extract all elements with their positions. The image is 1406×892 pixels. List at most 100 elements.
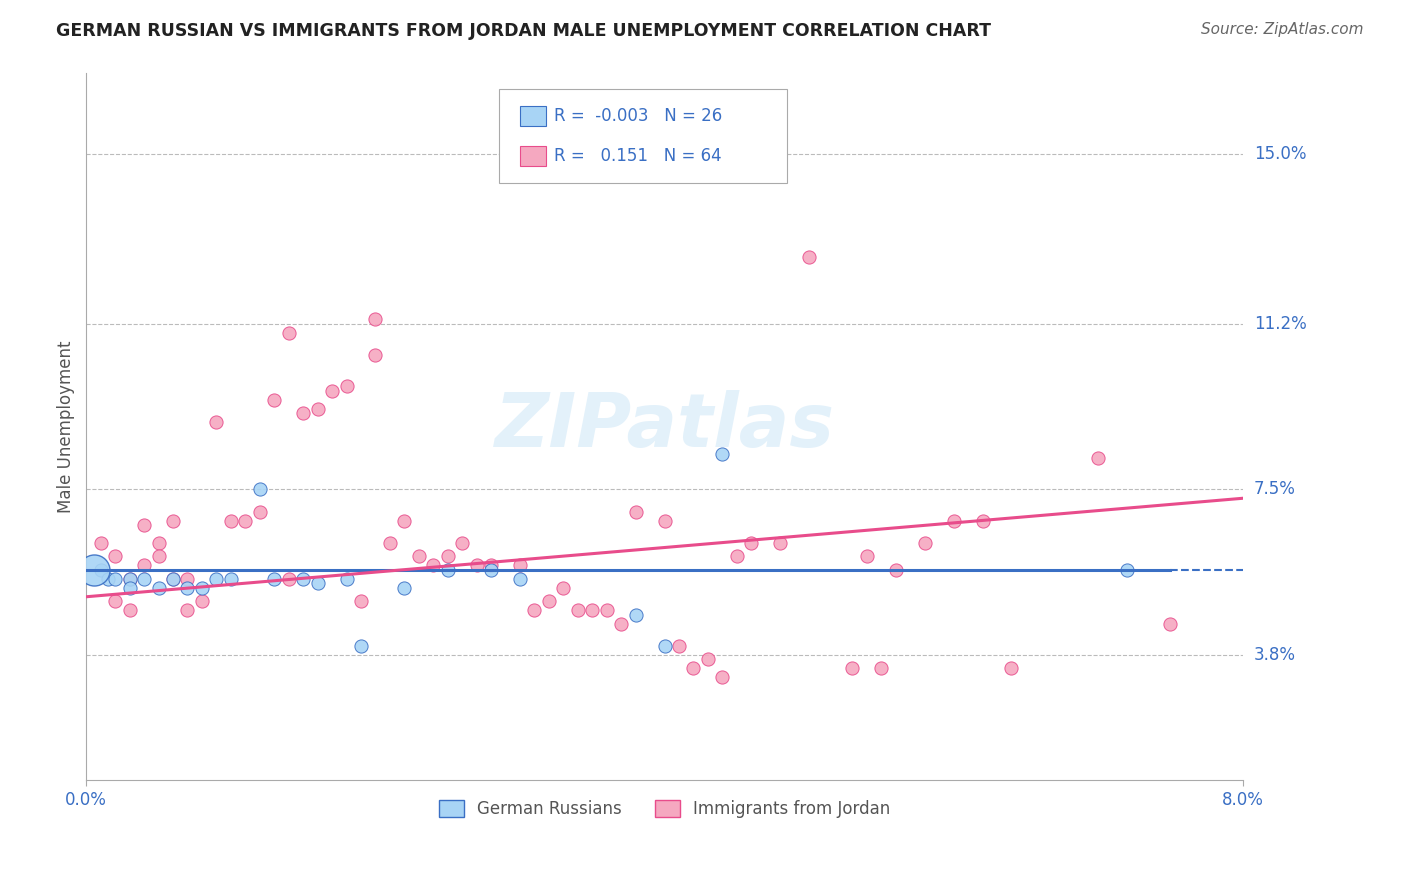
Point: [596, 603, 619, 617]
Point: [364, 312, 387, 326]
Point: [436, 563, 458, 577]
Point: [90, 563, 112, 577]
Point: [205, 572, 228, 586]
Point: [408, 549, 430, 564]
Point: [321, 384, 343, 398]
Point: [1087, 450, 1109, 465]
Point: [134, 572, 156, 586]
Point: [682, 661, 704, 675]
Point: [118, 572, 141, 586]
Point: [233, 514, 256, 528]
Point: [479, 558, 502, 573]
Point: [118, 581, 141, 595]
Point: [870, 661, 893, 675]
Point: [740, 536, 762, 550]
Point: [83, 563, 105, 577]
Point: [567, 603, 589, 617]
Point: [104, 572, 127, 586]
Y-axis label: Male Unemployment: Male Unemployment: [58, 341, 75, 513]
Point: [249, 505, 271, 519]
Point: [394, 514, 416, 528]
Point: [134, 518, 156, 533]
Text: 11.2%: 11.2%: [1254, 315, 1306, 333]
Point: [104, 549, 127, 564]
Point: [292, 572, 315, 586]
Point: [884, 563, 907, 577]
Point: [307, 401, 329, 416]
Point: [465, 558, 488, 573]
Point: [118, 572, 141, 586]
Point: [696, 652, 718, 666]
Point: [1160, 616, 1182, 631]
Point: [378, 536, 401, 550]
Point: [118, 603, 141, 617]
Point: [451, 536, 474, 550]
Point: [263, 392, 285, 407]
Point: [711, 670, 734, 684]
Point: [205, 415, 228, 429]
Point: [176, 603, 198, 617]
Point: [219, 572, 242, 586]
Point: [277, 326, 299, 340]
Point: [1116, 563, 1139, 577]
Text: ZIPatlas: ZIPatlas: [495, 390, 835, 463]
Point: [191, 581, 214, 595]
Point: [134, 558, 156, 573]
Point: [162, 514, 184, 528]
Point: [942, 514, 965, 528]
Point: [394, 581, 416, 595]
Point: [176, 581, 198, 595]
Point: [307, 576, 329, 591]
Point: [162, 572, 184, 586]
Point: [436, 549, 458, 564]
Point: [856, 549, 879, 564]
Point: [509, 558, 531, 573]
Point: [148, 581, 170, 595]
Point: [972, 514, 994, 528]
Point: [509, 572, 531, 586]
Point: [219, 514, 242, 528]
Text: 15.0%: 15.0%: [1254, 145, 1306, 162]
Text: GERMAN RUSSIAN VS IMMIGRANTS FROM JORDAN MALE UNEMPLOYMENT CORRELATION CHART: GERMAN RUSSIAN VS IMMIGRANTS FROM JORDAN…: [56, 22, 991, 40]
Point: [350, 639, 373, 653]
Point: [335, 572, 357, 586]
Point: [104, 594, 127, 608]
Point: [914, 536, 936, 550]
Point: [292, 406, 315, 420]
Point: [90, 536, 112, 550]
Point: [537, 594, 560, 608]
Text: R =   0.151   N = 64: R = 0.151 N = 64: [554, 147, 721, 165]
Text: 3.8%: 3.8%: [1254, 646, 1296, 664]
Point: [769, 536, 792, 550]
Point: [654, 639, 676, 653]
Point: [277, 572, 299, 586]
Point: [350, 594, 373, 608]
Point: [624, 505, 647, 519]
Point: [668, 639, 690, 653]
Point: [479, 563, 502, 577]
Point: [162, 572, 184, 586]
Point: [553, 581, 575, 595]
Point: [1000, 661, 1022, 675]
Text: 7.5%: 7.5%: [1254, 480, 1296, 499]
Point: [581, 603, 603, 617]
Point: [624, 607, 647, 622]
Point: [191, 594, 214, 608]
Point: [249, 483, 271, 497]
Point: [422, 558, 444, 573]
Point: [711, 446, 734, 460]
Text: R =  -0.003   N = 26: R = -0.003 N = 26: [554, 107, 723, 125]
Text: Source: ZipAtlas.com: Source: ZipAtlas.com: [1201, 22, 1364, 37]
Point: [610, 616, 633, 631]
Point: [654, 514, 676, 528]
Point: [97, 572, 120, 586]
Point: [841, 661, 863, 675]
Point: [263, 572, 285, 586]
Point: [364, 348, 387, 362]
Point: [797, 250, 820, 264]
Point: [176, 572, 198, 586]
Point: [725, 549, 748, 564]
Point: [148, 536, 170, 550]
Point: [148, 549, 170, 564]
Legend: German Russians, Immigrants from Jordan: German Russians, Immigrants from Jordan: [432, 794, 897, 825]
